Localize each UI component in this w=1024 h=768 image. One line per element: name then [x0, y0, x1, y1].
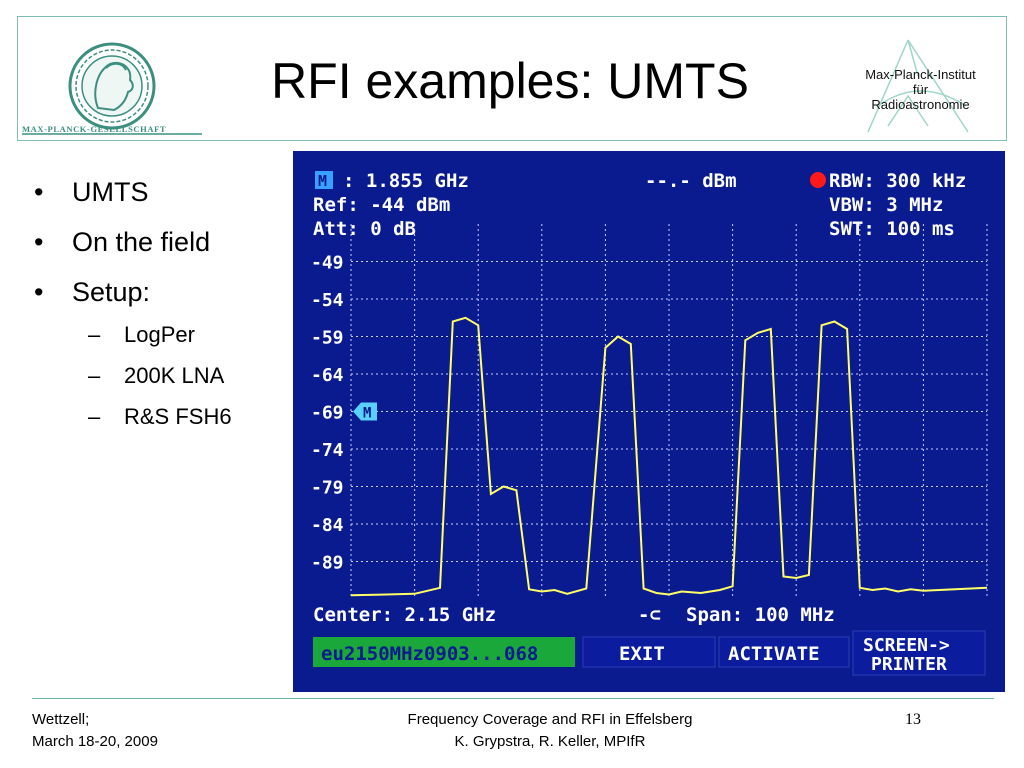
exit-softkey[interactable] [582, 636, 716, 668]
ref-level: Ref: -44 dBm [313, 194, 450, 216]
sub-bullet-label: 200K LNA [124, 363, 225, 388]
mpifr-line-1: Max-Planck-Institut [865, 67, 976, 82]
attenuation: Att: 0 dB [313, 218, 416, 240]
y-tick-label: -64 [311, 365, 344, 386]
footer-authors: K. Grypstra, R. Keller, MPIfR [454, 733, 646, 750]
filename-softkey[interactable] [313, 637, 575, 667]
span-readout: Span: 100 MHz [686, 604, 835, 626]
mpifr-line-2: für [912, 82, 929, 97]
screen-printer-label-line1: SCREEN-> [863, 635, 950, 656]
marker-frequency: : 1.855 GHz [343, 170, 469, 192]
footer-date: March 18-20, 2009 [32, 733, 158, 750]
sub-bullet-dash: – [88, 363, 101, 388]
sub-bullet-label: R&S FSH6 [124, 404, 232, 429]
rbw-indicator-icon [810, 172, 826, 188]
y-tick-label: -69 [311, 403, 344, 424]
marker-flag-letter-icon: M [363, 406, 371, 422]
marker-box-icon [315, 171, 333, 189]
bullet-label: UMTS [72, 177, 149, 207]
activate-softkey-label: ACTIVATE [728, 643, 820, 665]
activate-softkey[interactable] [718, 636, 850, 668]
marker-level: --.- dBm [645, 170, 737, 192]
marker-box-letter-icon: M [318, 172, 327, 190]
bullet-label: Setup: [72, 277, 151, 307]
footer-divider [32, 698, 994, 699]
bullet-item: • Setup: [34, 277, 150, 308]
mpg-logo-text: MAX-PLANCK-GESELLSCHAFT [22, 124, 167, 134]
y-tick-label: -84 [311, 515, 344, 536]
sub-bullet-dash: – [88, 322, 101, 347]
sub-bullet-dash: – [88, 404, 101, 429]
bullet-dot: • [34, 277, 44, 307]
spectrum-analyzer-screen: M : 1.855 GHz --.- dBm RBW: 300 kHz Ref:… [293, 151, 1005, 692]
rbw-readout: RBW: 300 kHz [829, 170, 966, 192]
bullet-item: • UMTS [34, 177, 149, 208]
marker-arrow-icon [353, 402, 361, 421]
exit-softkey-label: EXIT [619, 643, 665, 665]
screen-printer-label-line2: PRINTER [871, 654, 947, 675]
center-frequency: Center: 2.15 GHz [313, 604, 496, 626]
y-tick-label: -49 [311, 253, 344, 274]
footer-title: Frequency Coverage and RFI in Effelsberg [407, 711, 693, 728]
y-tick-label: -74 [311, 440, 344, 461]
radio-telescope-logo [867, 39, 969, 133]
marker-flag-box [361, 402, 377, 421]
screen-printer-softkey[interactable] [852, 630, 986, 676]
header-frame [17, 16, 1007, 141]
spectrum-display: M : 1.855 GHz --.- dBm RBW: 300 kHz Ref:… [311, 170, 988, 676]
mpifr-line-3: Radioastronomie [871, 97, 970, 112]
bullet-label: On the field [72, 227, 211, 257]
y-tick-label: -79 [311, 478, 344, 499]
sub-bullet-item: – R&S FSH6 [88, 404, 232, 430]
spectrum-trace-line [350, 316, 988, 597]
sub-bullet-item: –200K LNA [88, 363, 224, 389]
footer-location: Wettzell; [32, 711, 90, 728]
bullet-dot: • [34, 177, 44, 207]
sub-bullet-item: – LogPer [88, 322, 195, 348]
span-arrow-icon: -⊂ [638, 604, 661, 626]
spectrum-trace [350, 316, 988, 597]
vbw-readout: VBW: 3 MHz [829, 194, 943, 216]
slide-title: RFI examples: UMTS [271, 53, 749, 109]
y-tick-label: -59 [311, 328, 344, 349]
page-number: 13 [905, 711, 921, 728]
bullet-dot: • [34, 227, 44, 257]
y-tick-labels: -49 -54 -59 -64 -69 -74 -79 -84 -89 [311, 253, 344, 574]
sub-bullet-label: LogPer [124, 322, 195, 347]
bullet-item: • On the field [34, 227, 210, 258]
y-tick-label: -89 [311, 553, 344, 574]
swt-readout: SWT: 100 ms [829, 218, 955, 240]
plot-grid [350, 224, 988, 599]
y-tick-label: -54 [311, 290, 344, 311]
reference-marker: M [353, 402, 377, 422]
mpifr-logo-text: Max-Planck-Institut für Radioastronomie [848, 67, 993, 112]
filename-softkey-label: eu2150MHz0903...068 [321, 643, 538, 665]
minerva-logo [22, 42, 202, 135]
